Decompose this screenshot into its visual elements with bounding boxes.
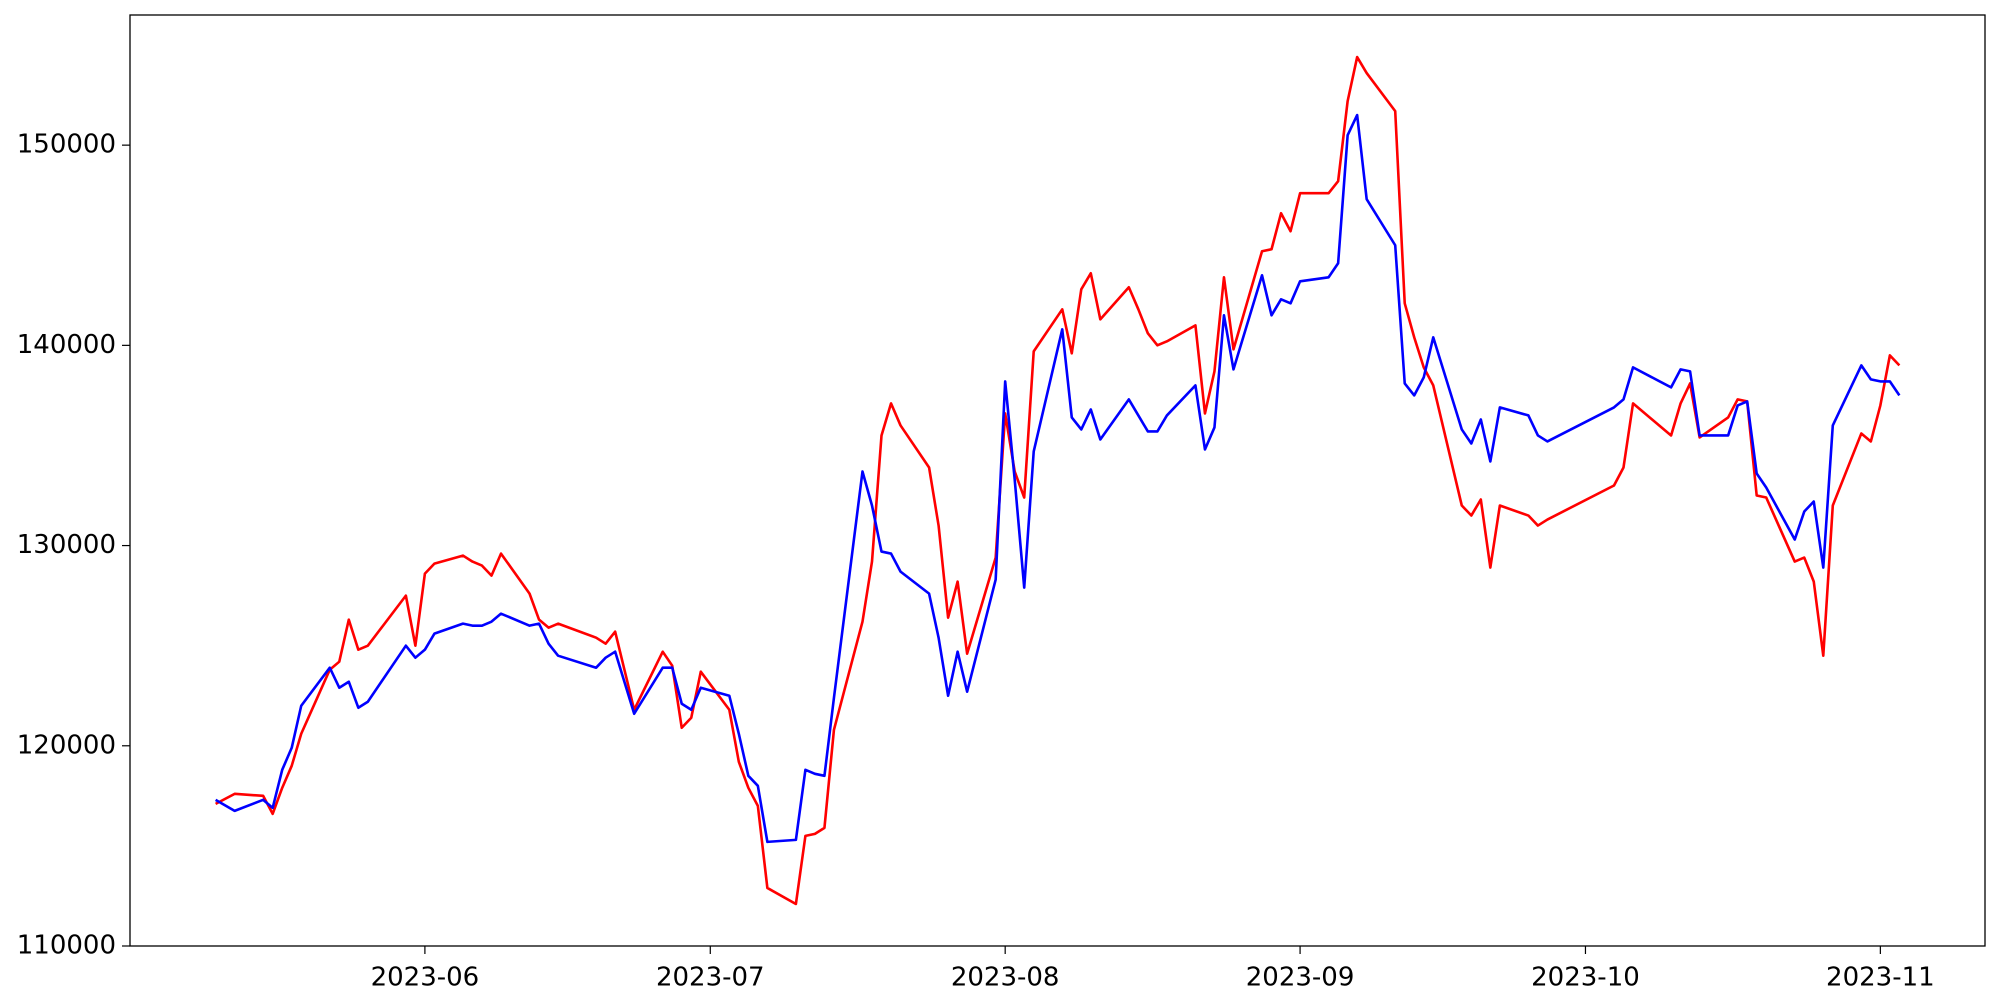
plot-frame [129, 14, 1986, 947]
y-tick-label: 150000 [17, 130, 116, 160]
series-line [214, 113, 1901, 844]
x-tick-label: 2023-09 [1246, 963, 1355, 993]
y-tick-label: 120000 [17, 730, 116, 760]
x-tick-label: 2023-07 [656, 963, 765, 993]
x-tick-label: 2023-10 [1531, 963, 1640, 993]
x-tick-label: 2023-11 [1826, 963, 1935, 993]
series-line [215, 55, 1901, 906]
y-tick-label: 110000 [17, 931, 116, 961]
y-tick-label: 130000 [17, 530, 116, 560]
x-tick-label: 2023-06 [371, 963, 480, 993]
x-tick-label: 2023-08 [951, 963, 1060, 993]
y-tick-label: 140000 [17, 330, 116, 360]
